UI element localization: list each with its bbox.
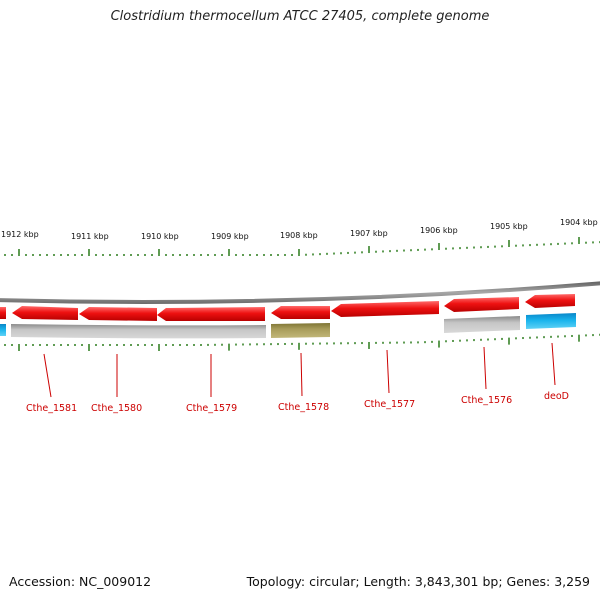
scale-label-1909: 1909 kbp <box>211 232 249 241</box>
cds-arrow <box>12 306 78 320</box>
gene-label-cthe-1580: Cthe_1580 <box>91 403 142 414</box>
accession-text: Accession: NC_009012 <box>9 574 152 589</box>
feature-bar-blue <box>0 324 6 336</box>
cds-arrow <box>331 301 439 317</box>
feature-bar-blue <box>526 313 576 329</box>
feature-bar-olive <box>271 323 330 338</box>
scale-label-1910: 1910 kbp <box>141 232 179 241</box>
gene-label-cthe-1579: Cthe_1579 <box>186 403 237 414</box>
scale-label-1904: 1904 kbp <box>560 218 598 227</box>
scale-label-1907: 1907 kbp <box>350 229 388 238</box>
figure-title: Clostridium thermocellum ATCC 27405, com… <box>110 9 490 24</box>
gene-label-cthe-1581: Cthe_1581 <box>26 403 77 414</box>
cds-track <box>0 294 575 321</box>
genome-backbone-arc <box>0 281 600 304</box>
scale-ticks-inner <box>4 333 600 351</box>
cds-arrow <box>444 297 519 312</box>
leader-line <box>386 349 390 394</box>
cds-arrow <box>271 306 330 319</box>
leader-line <box>551 342 556 386</box>
gene-label-cthe-1577: Cthe_1577 <box>364 399 415 410</box>
leader-line <box>300 352 303 397</box>
cds-arrow <box>525 294 575 308</box>
cds-arrow <box>79 307 157 321</box>
label-leaders <box>43 342 556 398</box>
genome-stats-text: Topology: circular; Length: 3,843,301 bp… <box>246 574 590 589</box>
scale-label-1906: 1906 kbp <box>420 226 458 235</box>
feature-bar-grey <box>11 324 266 339</box>
leader-line <box>43 353 52 398</box>
cds-arrow <box>157 307 265 321</box>
feature-bar-grey <box>444 316 520 333</box>
gene-label-cthe-1578: Cthe_1578 <box>278 402 329 413</box>
scale-label-1905: 1905 kbp <box>490 222 528 231</box>
leader-line <box>483 346 487 390</box>
gene-label-deod: deoD <box>544 391 569 402</box>
scale-label-1912: 1912 kbp <box>1 230 39 239</box>
scale-ticks-outer <box>4 237 600 256</box>
scale-label-1911: 1911 kbp <box>71 232 109 241</box>
gene-label-cthe-1576: Cthe_1576 <box>461 395 512 406</box>
cds-arrow <box>0 307 6 319</box>
feature-track <box>0 313 576 339</box>
scale-label-1908: 1908 kbp <box>280 231 318 240</box>
